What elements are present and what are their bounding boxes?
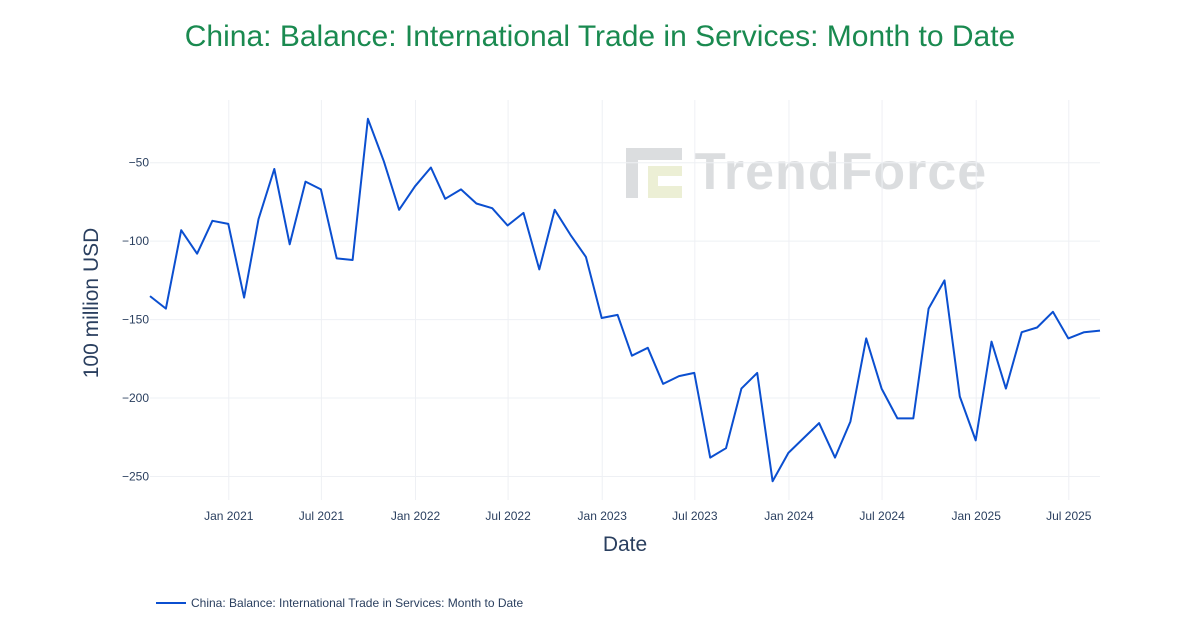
trendforce-watermark: TrendForce [624,142,987,202]
x-tick-labels: Jan 2021 Jul 2021 Jan 2022 Jul 2022 Jan 2023… [204,509,1092,523]
y-tick-label: −100 [122,234,149,248]
y-tick-label: −150 [122,313,149,327]
watermark-text: TrendForce [694,143,988,201]
y-tick-labels: −50 −100 −150 −200 −250 [122,156,149,484]
x-axis-title: Date [602,533,648,556]
y-tick-label: −200 [122,391,149,405]
y-axis-title: 100 million USD [80,227,103,379]
legend-label: China: Balance: International Trade in S… [191,596,524,610]
series-line [149,117,1101,483]
grid-lines [150,100,1100,500]
x-tick-label: Jan 2024 [764,509,814,523]
trendforce-logo-icon [624,144,684,200]
x-tick-label: Jul 2021 [299,509,345,523]
x-tick-label: Jul 2025 [1046,509,1092,523]
x-tick-label: Jul 2024 [859,509,905,523]
y-tick-label: −50 [129,156,150,170]
x-tick-label: Jan 2022 [391,509,441,523]
y-tick-label: −250 [122,469,149,483]
legend[interactable]: China: Balance: International Trade in S… [156,596,523,610]
legend-line-swatch [156,602,186,604]
x-tick-label: Jan 2021 [204,509,254,523]
x-tick-label: Jan 2025 [952,509,1002,523]
series-layer [149,117,1101,483]
x-tick-label: Jan 2023 [578,509,628,523]
chart-title: China: Balance: International Trade in S… [184,20,1016,53]
x-tick-label: Jul 2023 [672,509,718,523]
x-tick-label: Jul 2022 [485,509,531,523]
